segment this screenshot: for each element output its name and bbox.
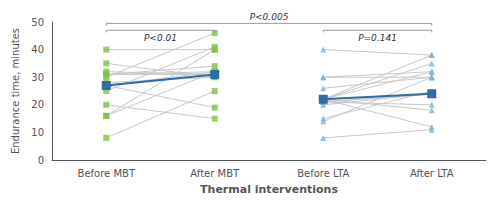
svg-text:10: 10 (31, 127, 44, 138)
svg-text:Before LTA: Before LTA (297, 168, 349, 179)
svg-text:20: 20 (31, 99, 44, 110)
svg-text:40: 40 (31, 44, 44, 55)
svg-text:P<0.01: P<0.01 (144, 33, 177, 43)
svg-text:P=0.141: P=0.141 (358, 33, 397, 43)
svg-text:Thermal interventions: Thermal interventions (200, 183, 338, 196)
svg-text:0: 0 (38, 155, 44, 166)
svg-text:After LTA: After LTA (410, 168, 454, 179)
svg-text:P<0.005: P<0.005 (250, 12, 289, 22)
svg-text:After MBT: After MBT (190, 168, 240, 179)
svg-text:30: 30 (31, 72, 44, 83)
svg-text:Endurance time, minutes: Endurance time, minutes (10, 28, 21, 154)
svg-text:Before MBT: Before MBT (78, 168, 136, 179)
svg-text:50: 50 (31, 17, 44, 28)
